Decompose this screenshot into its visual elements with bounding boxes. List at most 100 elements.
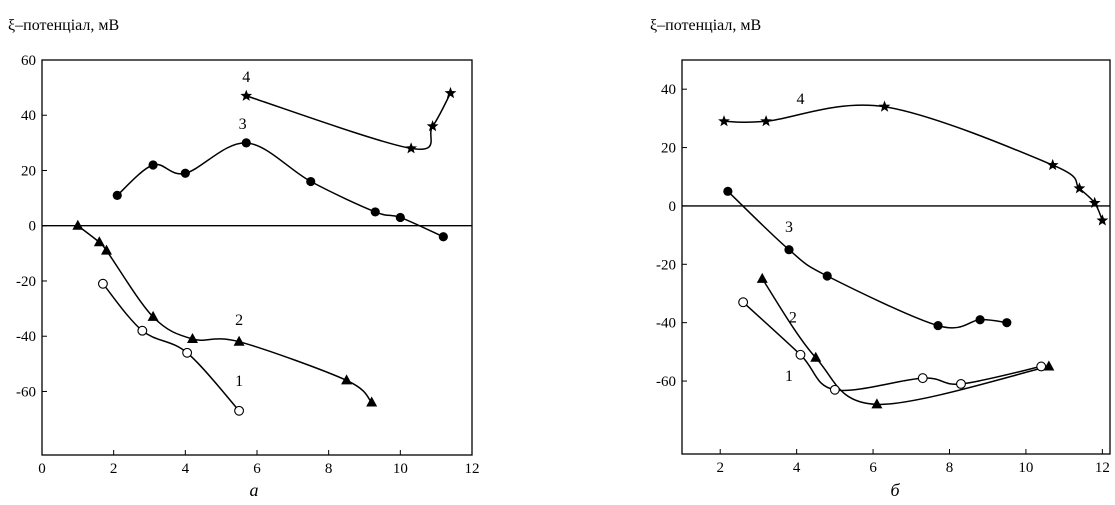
- data-point-series-3: [370, 207, 380, 217]
- data-point-series-4: [1073, 182, 1086, 194]
- y-tick-label: 20: [21, 163, 36, 179]
- data-point-series-1: [829, 384, 840, 395]
- data-point-series-3: [723, 186, 733, 196]
- x-tick-label: 4: [182, 461, 190, 477]
- data-point-series-2: [756, 272, 768, 283]
- series-label-4: 4: [796, 91, 804, 108]
- data-point-series-1: [234, 405, 245, 416]
- data-point-series-1: [738, 297, 749, 308]
- data-point-series-3: [438, 232, 448, 242]
- data-point-series-4: [426, 120, 439, 132]
- data-point-series-2: [871, 398, 883, 409]
- data-point-series-2: [187, 332, 198, 343]
- y-tick-label: -40: [656, 316, 676, 332]
- y-tick-label: 0: [669, 199, 677, 215]
- y-tick-label: -20: [656, 257, 676, 273]
- panel-label-a: а: [250, 480, 259, 500]
- data-point-series-3: [784, 245, 794, 255]
- panel-label-b: б: [890, 480, 900, 500]
- y-tick-label: -60: [656, 374, 676, 390]
- data-point-series-2: [810, 351, 822, 362]
- x-tick-label: 8: [946, 460, 954, 476]
- data-point-series-3: [306, 176, 316, 187]
- data-point-series-4: [718, 115, 730, 127]
- data-point-series-2: [341, 374, 353, 385]
- data-point-series-2: [147, 310, 159, 321]
- x-tick-label: 6: [253, 461, 261, 477]
- series-label-2: 2: [789, 310, 797, 327]
- x-tick-label: 12: [1095, 460, 1110, 476]
- series-label-1: 1: [235, 373, 243, 390]
- data-point-series-3: [241, 138, 251, 148]
- data-point-series-3: [395, 212, 405, 223]
- x-tick-label: 12: [465, 461, 480, 477]
- data-point-series-3: [112, 190, 122, 200]
- data-point-series-1: [956, 379, 966, 389]
- data-point-series-1: [137, 325, 148, 336]
- data-point-series-1: [917, 373, 928, 384]
- series-curve-2: [761, 278, 1050, 406]
- y-tick-label: -60: [16, 384, 36, 400]
- y-tick-label: 40: [661, 82, 676, 98]
- data-point-series-4: [1096, 214, 1109, 226]
- data-point-series-1: [97, 278, 108, 289]
- markers-a: 1 2 3 4: [72, 69, 457, 416]
- y-tick-label: 0: [29, 219, 37, 235]
- x-tick-label: 2: [110, 461, 118, 477]
- series-label-3: 3: [785, 219, 793, 236]
- data-point-series-3: [933, 320, 943, 331]
- y-axis-label-b: ξ–потенціал, мВ: [650, 17, 761, 34]
- panel-a: ξ–потенціал, мВ 0 2 4 6 8 10 126040200-20-40-6…: [8, 17, 480, 500]
- x-tick-label: 6: [869, 460, 877, 476]
- plot-frame-b: [681, 59, 1111, 455]
- y-tick-label: 20: [661, 141, 676, 157]
- series-label-1: 1: [785, 368, 793, 385]
- data-point-series-2: [72, 219, 84, 230]
- data-point-series-4: [1046, 158, 1059, 171]
- x-tick-label: 0: [38, 461, 46, 477]
- series-label-2: 2: [235, 312, 243, 329]
- data-point-series-4: [1088, 196, 1101, 208]
- series-label-3: 3: [239, 116, 247, 133]
- series-curve-1: [742, 301, 1042, 392]
- curves-b: [723, 104, 1104, 406]
- series-curve-1: [102, 283, 240, 412]
- data-point-series-3: [1002, 318, 1012, 328]
- y-tick-label: 40: [21, 108, 36, 124]
- data-point-series-4: [760, 115, 772, 127]
- data-point-series-2: [233, 335, 245, 346]
- data-point-series-2: [93, 236, 105, 247]
- data-point-series-4: [240, 89, 253, 101]
- x-tick-label: 8: [325, 461, 333, 477]
- data-point-series-3: [975, 315, 985, 325]
- y-tick-label: 60: [21, 53, 36, 69]
- series-curve-4: [723, 104, 1104, 221]
- data-point-series-3: [148, 160, 158, 170]
- data-point-series-2: [1043, 360, 1055, 371]
- x-tick-label: 2: [716, 460, 724, 476]
- y-axis-label-a: ξ–потенціал, мВ: [8, 17, 119, 34]
- series-curve-3: [116, 142, 444, 238]
- series-curve-4: [246, 92, 452, 151]
- series-label-4: 4: [242, 69, 250, 86]
- x-tick-label: 10: [393, 461, 408, 477]
- data-point-series-4: [878, 100, 891, 112]
- x-tick-label: 4: [793, 460, 801, 476]
- data-point-series-4: [444, 86, 457, 99]
- data-point-series-1: [182, 347, 193, 358]
- y-tick-label: -40: [16, 329, 36, 345]
- data-point-series-3: [822, 271, 832, 281]
- series-curve-3: [727, 190, 1007, 329]
- data-point-series-2: [366, 396, 378, 407]
- data-point-series-4: [405, 142, 417, 154]
- markers-b: 1 2 3 4: [718, 91, 1109, 409]
- x-tick-label: 10: [1018, 460, 1033, 476]
- data-point-series-1: [795, 349, 806, 360]
- curves-a: [77, 92, 452, 412]
- y-tick-label: -20: [16, 274, 36, 290]
- plot-frame-a: [41, 59, 473, 456]
